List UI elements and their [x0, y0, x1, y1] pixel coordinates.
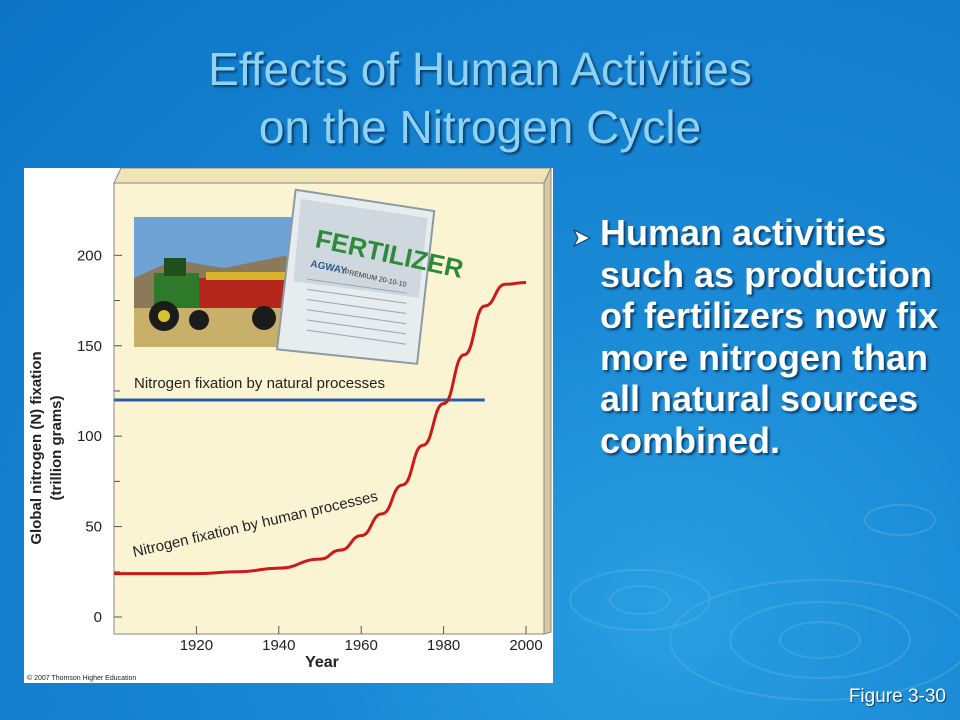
y-axis-ticks: 0 50 100 150 200 — [77, 247, 122, 626]
y-axis-label-line1: Global nitrogen (N) fixation — [28, 351, 45, 544]
title-line-1: Effects of Human Activities — [208, 43, 752, 95]
figure-panel: FERTILIZER AGWAY PREMIUM 20-10-10 0 50 100… — [24, 168, 553, 683]
x-tick-label: 1920 — [180, 637, 213, 654]
y-tick-label: 100 — [77, 428, 102, 445]
copyright-text: © 2007 Thomson Higher Education — [27, 674, 136, 682]
arrow-bullet-icon — [572, 228, 592, 248]
y-tick-label: 200 — [77, 247, 102, 264]
title-line-2: on the Nitrogen Cycle — [258, 101, 702, 153]
x-tick-label: 2000 — [509, 637, 542, 654]
x-axis-ticks: 1920 1940 1960 1980 2000 — [180, 626, 543, 654]
y-tick-label: 50 — [85, 519, 102, 536]
y-axis-label-line2: (trillion grams) — [48, 395, 65, 500]
series-group — [113, 280, 527, 576]
y-tick-label: 150 — [77, 338, 102, 355]
x-axis-label: Year — [305, 654, 339, 671]
natural-series-label: Nitrogen fixation by natural processes — [134, 375, 385, 392]
slide-title: Effects of Human Activities on the Nitro… — [0, 40, 960, 156]
x-tick-label: 1980 — [427, 637, 460, 654]
bullet-text: Human activities such as production of f… — [600, 212, 939, 461]
figure-reference: Figure 3-30 — [848, 686, 946, 707]
chart-box-side — [543, 168, 552, 635]
y-tick-label: 0 — [94, 609, 102, 626]
x-tick-label: 1940 — [262, 637, 295, 654]
x-tick-label: 1960 — [345, 637, 378, 654]
nitrogen-chart: FERTILIZER AGWAY PREMIUM 20-10-10 050100… — [27, 168, 552, 682]
chart-box-top — [113, 168, 552, 184]
human-processes-line — [113, 280, 527, 576]
